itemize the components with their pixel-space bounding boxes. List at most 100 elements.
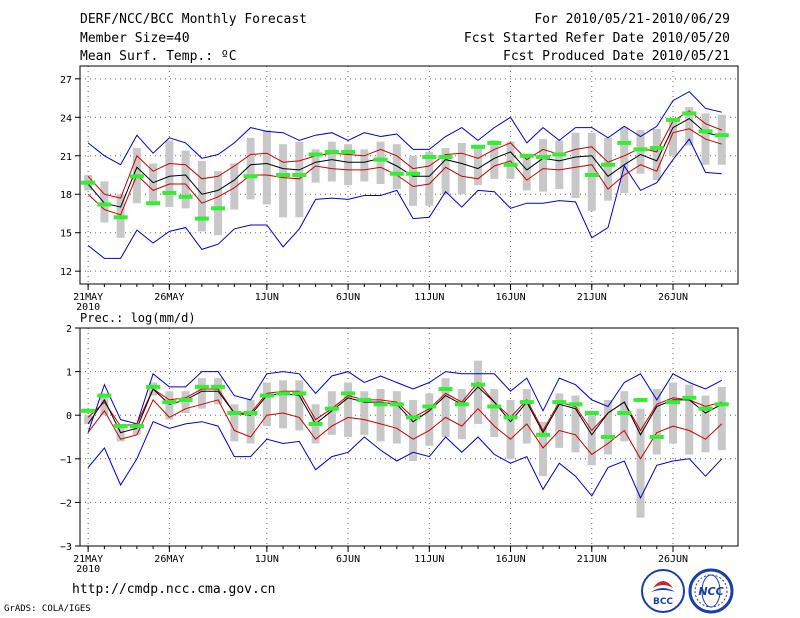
prec-observed-4: [129, 424, 144, 429]
prec-spread-box-19: [376, 389, 385, 442]
temp-spread-box-29: [539, 139, 548, 192]
prec-observed-19: [373, 402, 388, 407]
temp-spread-box-32: [587, 132, 596, 211]
prec-ytick-label-1: 1: [66, 368, 72, 379]
prec-observed-6: [162, 400, 177, 405]
prec-observed-22: [422, 404, 437, 409]
prec-ytick-label-0: 0: [66, 411, 72, 422]
prec-observed-25: [471, 382, 486, 387]
prec-observed-31: [568, 402, 583, 407]
prec-spread-box-34: [620, 391, 629, 442]
prec-observed-34: [617, 411, 632, 416]
prec-xtick-label-16JUN: 16JUN: [495, 554, 525, 565]
chart-title: DERF/NCC/BCC Monthly Forecast: [80, 12, 307, 27]
prec-spread-box-4: [132, 423, 141, 435]
temp-ytick-label-21: 21: [60, 152, 72, 163]
temp-ytick-label-15: 15: [60, 229, 72, 240]
prec-observed-12: [259, 393, 274, 398]
member-size: Member Size=40: [80, 31, 190, 46]
grads-credit: GrADS: COLA/IGES: [4, 604, 91, 614]
temp-spread-box-28: [522, 154, 531, 191]
temp-ytick-label-24: 24: [60, 113, 72, 124]
prec-xtick-label-21MAY: 21MAY: [73, 554, 103, 565]
temp-spread-box-24: [457, 142, 466, 195]
temp-spread-box-14: [295, 141, 304, 218]
prec-observed-40: [714, 402, 729, 407]
prec-spread-box-35: [636, 408, 645, 518]
prec-observed-26: [487, 404, 502, 409]
temp-spread-box-16: [327, 141, 336, 182]
temp-spread-box-19: [376, 141, 385, 184]
temp-spread-box-8: [197, 160, 206, 232]
prec-spread-box-2: [100, 393, 109, 416]
prec-observed-20: [389, 402, 404, 407]
temp-xtick-label-16JUN: 16JUN: [495, 292, 525, 303]
prec-spread-box-13: [279, 380, 288, 429]
temp-observed-16: [324, 149, 339, 154]
temp-observed-34: [617, 140, 632, 145]
prec-xtick-label-21JUN: 21JUN: [577, 554, 607, 565]
temp-observed-6: [162, 190, 177, 195]
prec-spread-box-33: [604, 399, 613, 455]
prec-spread-box-26: [490, 389, 499, 437]
prec-observed-9: [211, 384, 226, 389]
temp-observed-13: [276, 173, 291, 177]
temp-observed-3: [113, 215, 128, 220]
temp-spread-box-33: [604, 137, 613, 201]
prec-observed-29: [536, 432, 551, 437]
temp-spread-box-31: [571, 132, 580, 199]
source-url[interactable]: http://cmdp.ncc.cma.gov.cn: [72, 582, 276, 597]
temp-xtick-label-26MAY: 26MAY: [154, 292, 184, 303]
prec-observed-5: [146, 384, 161, 389]
temp-observed-40: [714, 133, 729, 138]
forecast-produced-date: Fcst Produced Date 2010/05/21: [503, 49, 730, 64]
temp-observed-28: [519, 153, 534, 158]
temp-spread-box-17: [344, 144, 353, 186]
temp-xtick-label-6JUN: 6JUN: [336, 292, 360, 303]
temp-spread-box-27: [506, 141, 515, 179]
temp-ytick-label-12: 12: [60, 267, 72, 278]
prec-spread-box-31: [571, 395, 580, 453]
temp-spread-box-22: [425, 151, 434, 206]
temp-xtick-label-1JUN: 1JUN: [255, 292, 279, 303]
prec-panel-title: Prec.: log(mm/d): [80, 311, 196, 325]
prec-observed-39: [698, 406, 713, 411]
temp-spread-box-18: [360, 149, 369, 182]
temp-observed-11: [243, 174, 258, 179]
temp-observed-2: [97, 202, 112, 207]
bcc-logo: BCC: [641, 569, 685, 613]
prec-observed-36: [649, 435, 664, 439]
prec-observed-21: [406, 415, 421, 420]
temp-ytick-label-18: 18: [60, 190, 72, 201]
prec-spread-box-25: [474, 360, 483, 424]
prec-spread-box-8: [197, 378, 206, 409]
temp-observed-17: [341, 149, 356, 154]
temp-spread-box-6: [165, 140, 174, 208]
temp-observed-7: [178, 194, 193, 199]
temp-observed-4: [129, 174, 144, 179]
prec-observed-2: [97, 393, 112, 398]
prec-spread-box-10: [230, 404, 239, 442]
prec-spread-box-6: [165, 391, 174, 420]
temp-spread-box-7: [181, 150, 190, 209]
temp-observed-1: [81, 180, 96, 185]
prec-observed-23: [438, 387, 453, 392]
temp-observed-15: [308, 152, 323, 157]
prec-spread-box-23: [441, 378, 450, 437]
temp-observed-36: [649, 146, 664, 151]
temp-observed-32: [584, 173, 599, 177]
prec-observed-37: [666, 400, 681, 405]
prec-spread-box-30: [555, 393, 564, 448]
prec-spread-box-29: [539, 421, 548, 477]
prec-spread-box-39: [701, 395, 710, 453]
prec-spread-box-40: [717, 386, 726, 451]
temp-spread-box-40: [717, 114, 726, 165]
prec-observed-7: [178, 397, 193, 402]
temp-spread-box-35: [636, 130, 645, 174]
temp-observed-30: [552, 152, 567, 157]
bcc-logo-text: BCC: [653, 597, 673, 607]
temp-ytick-label-27: 27: [60, 75, 72, 86]
temp-observed-22: [422, 155, 437, 160]
prec-observed-38: [682, 395, 697, 400]
prec-observed-3: [113, 424, 128, 429]
